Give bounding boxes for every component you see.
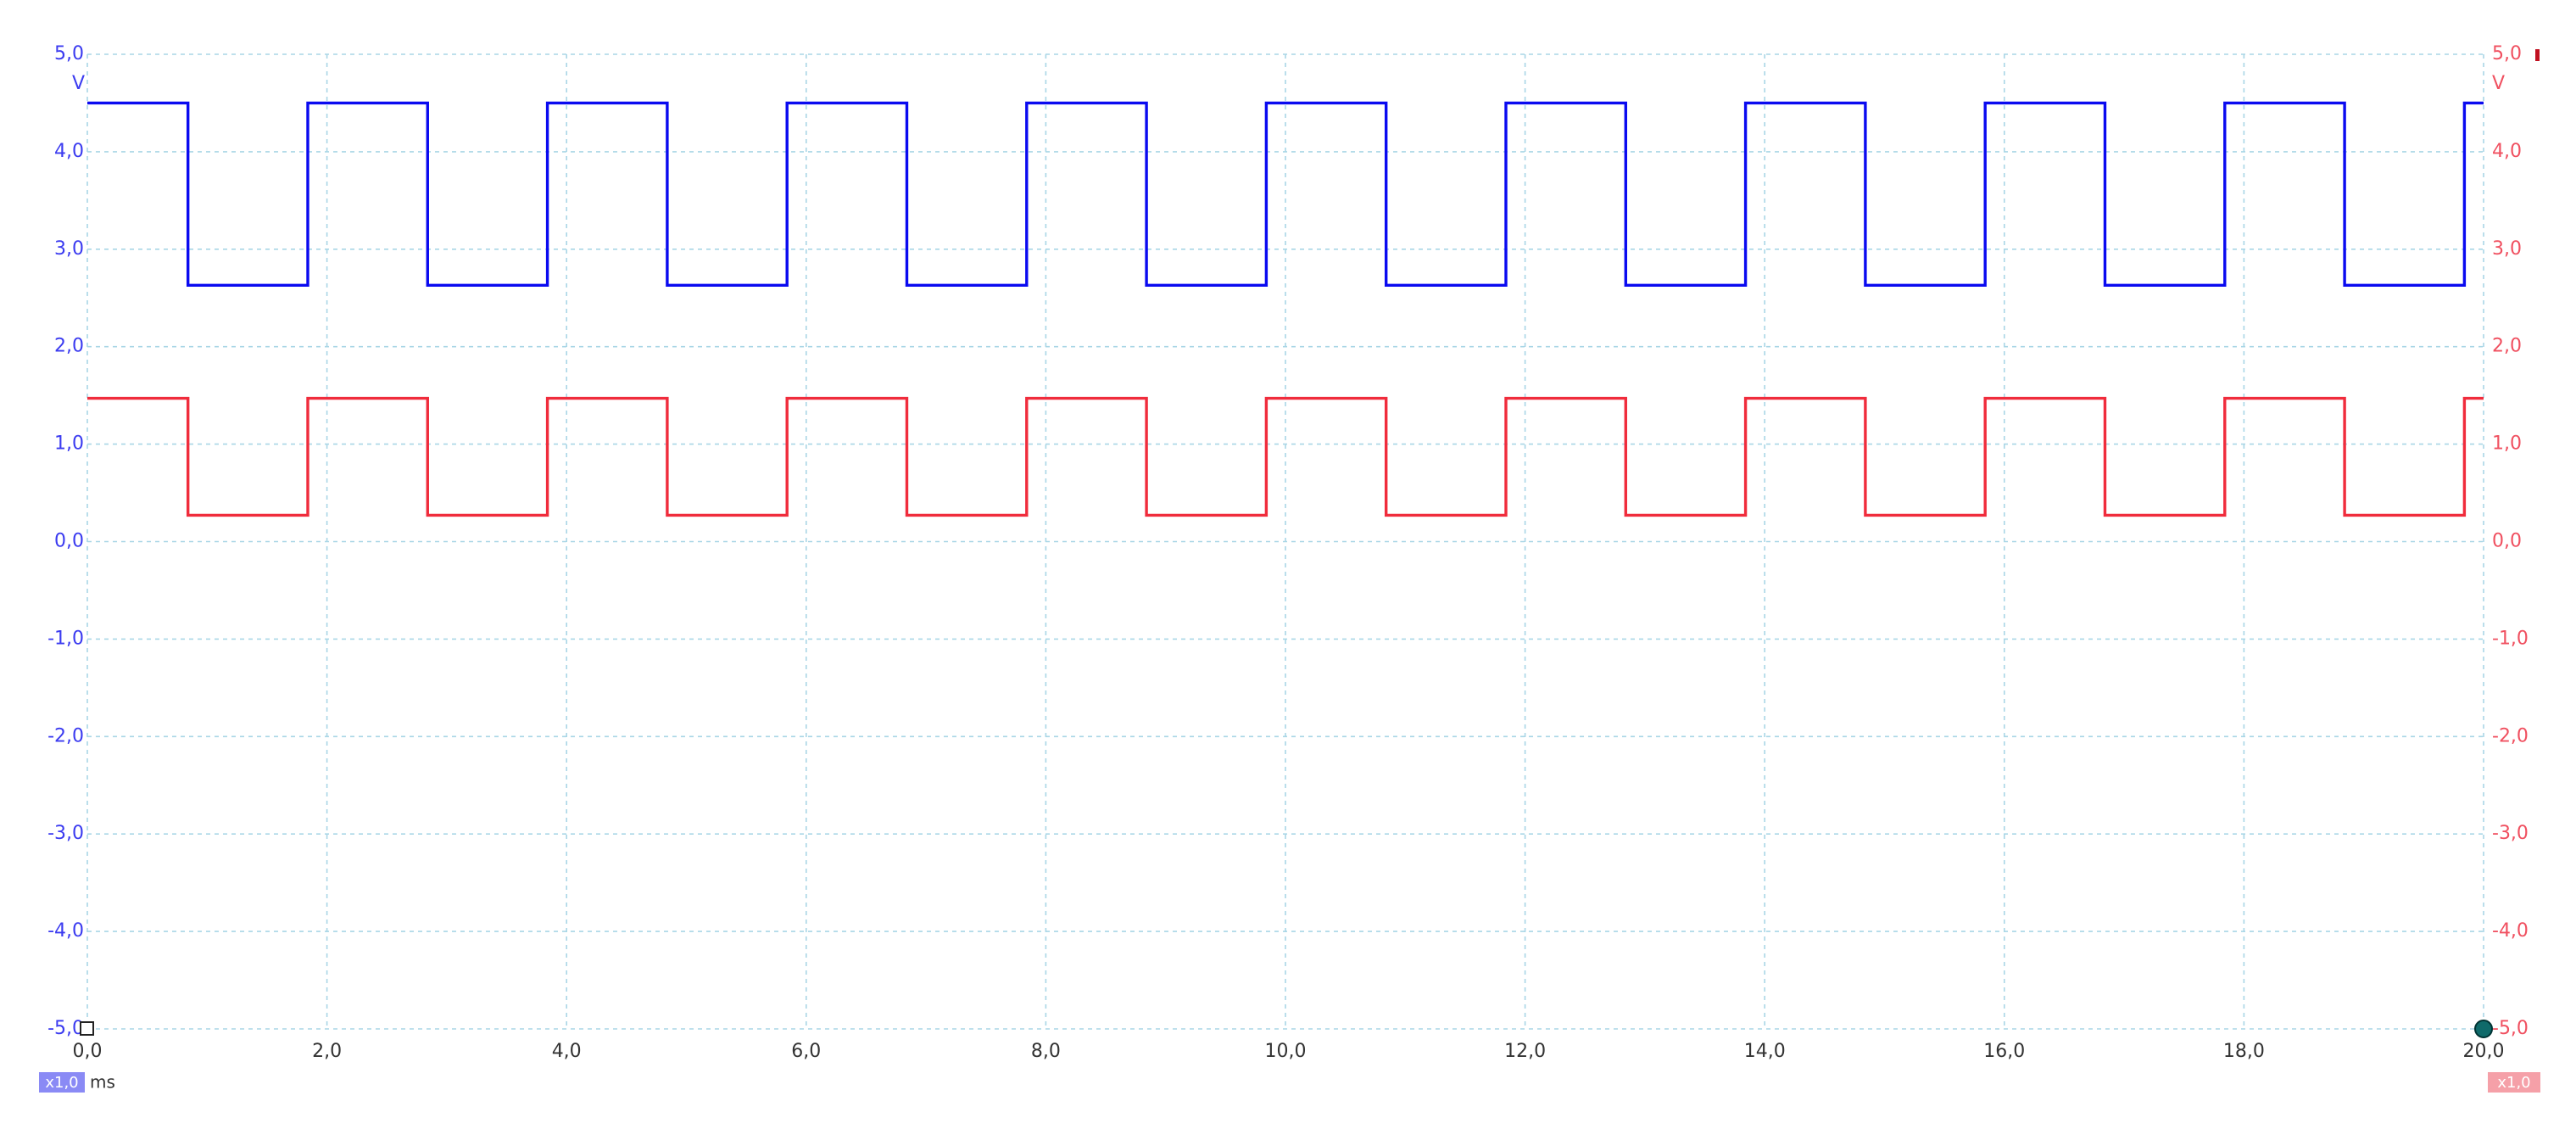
y2-scale-badge[interactable]: x1,0 bbox=[2497, 1074, 2530, 1092]
x-tick-label: 14,0 bbox=[1744, 1041, 1786, 1062]
y-tick-label: 1,0 bbox=[54, 433, 84, 455]
ruler-handle[interactable] bbox=[2474, 1020, 2493, 1038]
y2-tick-label: 2,0 bbox=[2492, 336, 2522, 357]
y2-tick-label: -5,0 bbox=[2492, 1018, 2529, 1039]
y2-tick-label: -1,0 bbox=[2492, 628, 2529, 649]
y2-tick-label: 0,0 bbox=[2492, 531, 2522, 552]
y2-tick-label: -2,0 bbox=[2492, 725, 2529, 746]
x-tick-label: 8,0 bbox=[1031, 1041, 1061, 1062]
x-scale-badge-bg bbox=[39, 1072, 85, 1093]
y2-tick-label: 1,0 bbox=[2492, 433, 2522, 455]
y-tick-label: -1,0 bbox=[47, 628, 84, 649]
y2-unit: V bbox=[2492, 73, 2505, 94]
y-tick-label: -3,0 bbox=[47, 823, 84, 844]
x-tick-label: 18,0 bbox=[2223, 1041, 2265, 1062]
y-tick-label: -2,0 bbox=[47, 725, 84, 746]
x-scale-badge[interactable]: x1,0 bbox=[45, 1074, 78, 1092]
x-tick-label: 12,0 bbox=[1504, 1041, 1546, 1062]
waveform bbox=[87, 101, 2484, 288]
y-tick-label: 3,0 bbox=[54, 238, 84, 260]
y-tick-label: 0,0 bbox=[54, 531, 84, 552]
waveform bbox=[87, 396, 2484, 517]
y-tick-label: 5,0 bbox=[54, 43, 84, 64]
y2-scale-badge-bg bbox=[2488, 1072, 2540, 1093]
x-tick-label: 20,0 bbox=[2463, 1041, 2505, 1062]
y-tick-label: 2,0 bbox=[54, 336, 84, 357]
x-tick-label: 6,0 bbox=[791, 1041, 821, 1062]
channel-marker[interactable] bbox=[2535, 49, 2540, 61]
x-tick-label: 10,0 bbox=[1265, 1041, 1307, 1062]
y2-tick-label: 4,0 bbox=[2492, 141, 2522, 162]
y2-tick-label: -4,0 bbox=[2492, 920, 2529, 942]
x-unit: ms bbox=[90, 1072, 115, 1093]
y-tick-label: 4,0 bbox=[54, 141, 84, 162]
y-tick-label: -5,0 bbox=[47, 1018, 84, 1039]
x-tick-label: 2,0 bbox=[312, 1041, 342, 1062]
x-tick-label: 4,0 bbox=[552, 1041, 582, 1062]
y2-tick-label: 5,0 bbox=[2492, 43, 2522, 64]
y2-tick-label: 3,0 bbox=[2492, 238, 2522, 260]
x-tick-label: 0,0 bbox=[73, 1041, 103, 1062]
y2-tick-label: -3,0 bbox=[2492, 823, 2529, 844]
y-tick-label: -4,0 bbox=[47, 920, 84, 942]
y-unit: V bbox=[72, 73, 85, 94]
trigger-marker[interactable] bbox=[80, 1021, 94, 1036]
x-tick-label: 16,0 bbox=[1983, 1041, 2025, 1062]
